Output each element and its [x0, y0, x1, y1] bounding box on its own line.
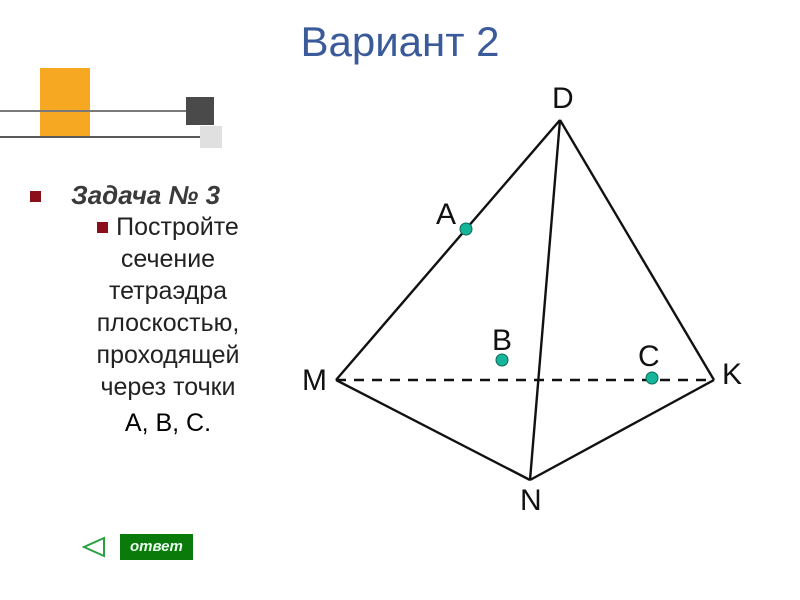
task-panel: Задача № 3 Постройте сечение тетраэдра п…: [30, 180, 290, 438]
vertex-label-B: B: [492, 324, 512, 358]
prev-button[interactable]: [80, 536, 106, 558]
decor-line-1: [0, 110, 200, 112]
decor-line-2: [0, 136, 210, 138]
diagram-svg: [280, 80, 800, 540]
tetrahedron-diagram: D M N K A B C: [280, 80, 800, 540]
bullet-icon: [30, 191, 41, 202]
task-line: плоскостью,: [97, 309, 240, 337]
vertex-label-D: D: [552, 82, 574, 116]
task-points: А, В, С.: [46, 409, 290, 438]
vertex-label-M: M: [302, 364, 327, 398]
task-line: через точки: [100, 373, 235, 401]
decor-square-dark: [186, 97, 214, 125]
bullet-icon: [97, 222, 108, 233]
vertex-label-C: C: [638, 340, 660, 374]
answer-button[interactable]: ответ: [120, 534, 193, 560]
vertex-label-N: N: [520, 484, 542, 518]
task-line: Постройте: [116, 213, 239, 241]
vertex-label-K: K: [722, 358, 742, 392]
triangle-left-icon: [80, 536, 106, 558]
decor-square-light: [200, 126, 222, 148]
task-heading-row: Задача № 3: [30, 180, 290, 211]
task-line: сечение: [121, 245, 215, 273]
task-body: Постройте сечение тетраэдра плоскостью, …: [46, 211, 290, 403]
page-title: Вариант 2: [0, 18, 800, 66]
vertex-label-A: A: [436, 198, 456, 232]
task-line: тетраэдра: [109, 277, 227, 305]
decor-block-orange: [40, 68, 90, 136]
task-heading: Задача № 3: [71, 180, 220, 210]
task-line: проходящей: [97, 341, 240, 369]
